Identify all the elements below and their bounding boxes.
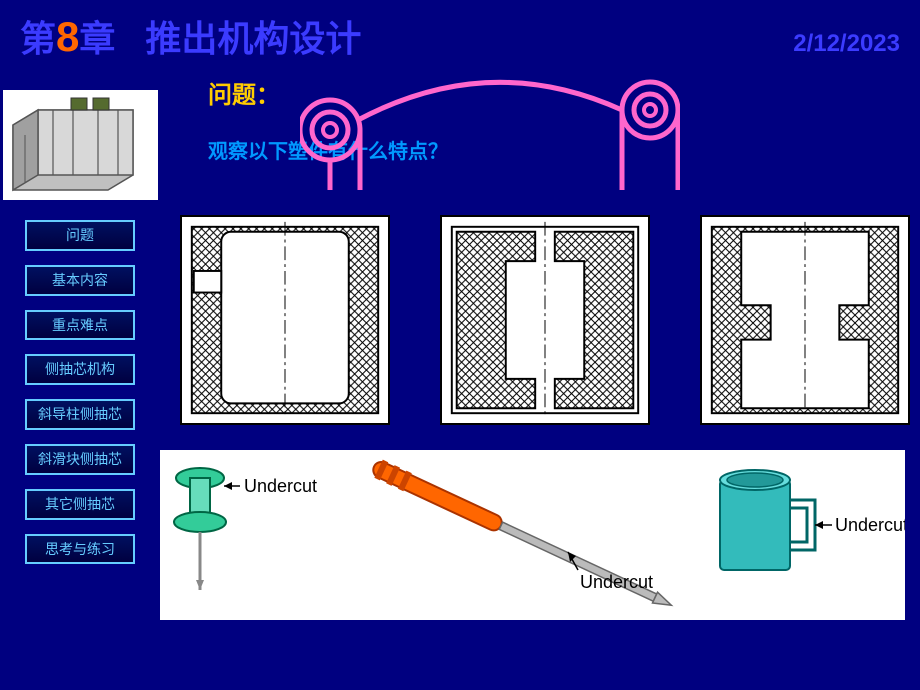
- chapter-title: 推出机构设计: [145, 10, 361, 62]
- nav-btn-basics[interactable]: 基本内容: [25, 265, 135, 296]
- tools-panel: Undercut Undercut Undercut: [160, 450, 905, 620]
- diagram-1: [180, 215, 390, 425]
- question-text: 观察以下塑件有什么特点？: [208, 135, 910, 164]
- slide-header: 第 8 章 推出机构设计 2/12/2023: [20, 10, 900, 62]
- nav-btn-other-sidecore[interactable]: 其它侧抽芯: [25, 489, 135, 520]
- nav-btn-sidecore[interactable]: 侧抽芯机构: [25, 354, 135, 385]
- chapter-number: 8: [56, 13, 79, 61]
- chapter-prefix: 第: [20, 10, 56, 62]
- undercut-label-3: Undercut: [835, 515, 905, 535]
- diagram-3: [700, 215, 910, 425]
- nav-btn-angled-slide[interactable]: 斜滑块侧抽芯: [25, 444, 135, 475]
- nav-btn-keypoints[interactable]: 重点难点: [25, 310, 135, 341]
- diagram-2: [440, 215, 650, 425]
- slide-content: 问题： 观察以下塑件有什么特点？: [170, 75, 910, 164]
- machine-illustration: [3, 90, 158, 200]
- nav-btn-question[interactable]: 问题: [25, 220, 135, 251]
- undercut-label-2: Undercut: [580, 572, 653, 592]
- sidebar-nav: 问题 基本内容 重点难点 侧抽芯机构 斜导柱侧抽芯 斜滑块侧抽芯 其它侧抽芯 思…: [25, 220, 135, 564]
- diagram-row: [180, 215, 910, 425]
- slide-date: 2/12/2023: [793, 30, 900, 58]
- chapter-title-line: 第 8 章 推出机构设计: [20, 10, 361, 62]
- nav-btn-review[interactable]: 思考与练习: [25, 534, 135, 565]
- nav-btn-angled-pin[interactable]: 斜导柱侧抽芯: [25, 399, 135, 430]
- undercut-label-1: Undercut: [244, 476, 317, 496]
- chapter-suffix: 章: [79, 10, 115, 62]
- question-label: 问题：: [208, 75, 910, 110]
